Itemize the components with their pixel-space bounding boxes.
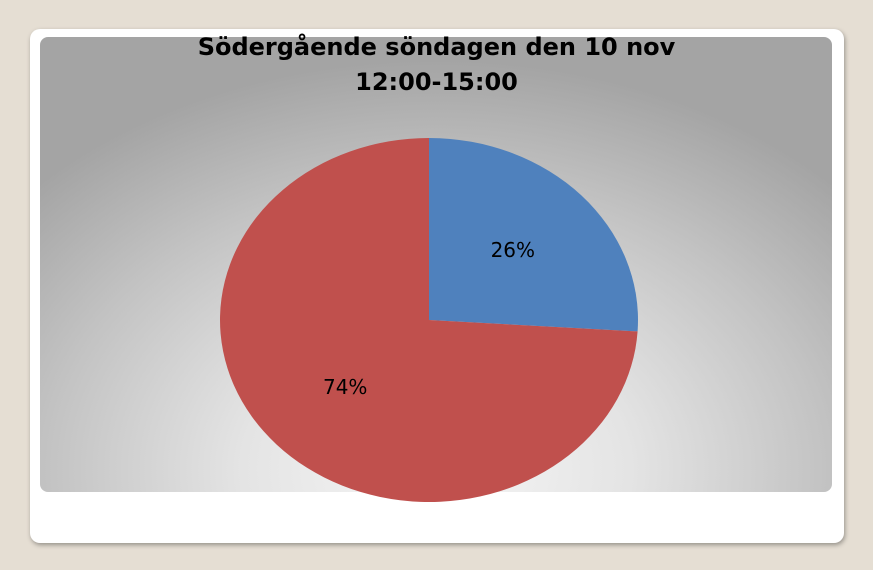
chart-title-line-1: Södergående söndagen den 10 nov	[197, 33, 676, 61]
chart-title: Södergående söndagen den 10 nov 12:00-15…	[0, 30, 873, 100]
pie-data-label-1: 26%	[491, 238, 535, 262]
pie-slice-1	[429, 138, 639, 332]
pie-slice-2	[220, 138, 638, 502]
chart-title-line-2: 12:00-15:00	[355, 68, 518, 96]
pie-data-label-2: 74%	[323, 375, 367, 399]
